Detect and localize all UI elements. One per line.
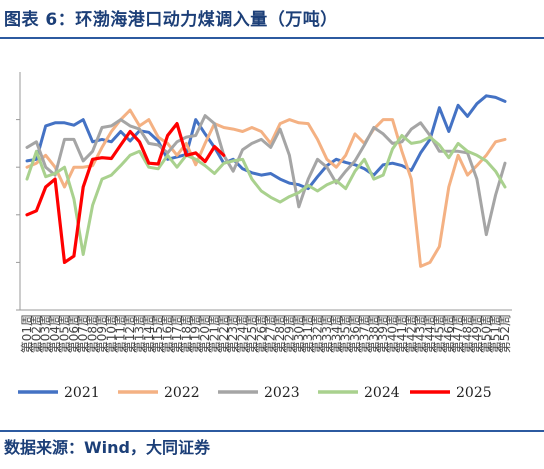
x-tick-label: 第45周 [432,314,446,353]
x-tick-label: 第52周 [498,314,512,353]
x-tick-label: 第16周 [161,314,175,353]
x-tick-label: 第20周 [198,314,212,353]
series-line-2025 [25,121,226,264]
x-tick-label: 第51周 [489,314,503,353]
chart-title: 图表 6：环渤海港口动力煤调入量（万吨） [4,10,338,30]
source-note: 数据来源：Wind，大同证券 [4,438,210,457]
series-line-2024 [25,134,507,256]
x-tick-label: 第09周 [95,314,109,353]
legend-label-2024: 2024 [364,385,400,401]
legend-label-2023: 2023 [264,385,300,401]
x-tick-label: 第15周 [151,314,165,353]
x-tick-label: 第46周 [442,314,456,353]
x-tick-label: 第05周 [57,314,71,353]
x-tick-label: 第14周 [142,314,156,353]
x-tick-label: 第22周 [217,314,231,353]
x-tick-label: 第36周 [348,314,362,353]
x-tick-label: 第48周 [461,314,475,353]
x-tick-label: 第26周 [254,314,268,353]
x-tick-label: 第37周 [357,314,371,353]
x-tick-label: 第35周 [339,314,353,353]
x-tick-label: 第03周 [39,314,53,353]
line-chart: 第01周第02周第03周第04周第05周第06周第07周第08周第09周第10周… [16,72,512,401]
x-tick-label: 第43周 [414,314,428,353]
x-tick-label: 第04周 [48,314,62,353]
x-tick-label: 第42周 [404,314,418,353]
x-tick-label: 第31周 [301,314,315,353]
x-tick-label: 第32周 [311,314,325,353]
x-tick-label: 第39周 [376,314,390,353]
source-rule [0,430,544,432]
x-tick-label: 第25周 [245,314,259,353]
x-tick-label: 第40周 [386,314,400,353]
legend-label-2025: 2025 [456,385,492,401]
legend-label-2022: 2022 [164,385,200,401]
x-tick-label: 第27周 [264,314,278,353]
x-tick-label: 第10周 [104,314,118,353]
x-tick-label: 第18周 [179,314,193,353]
x-tick-label: 第34周 [329,314,343,353]
x-tick-label: 第07周 [76,314,90,353]
x-tick-label: 第44周 [423,314,437,353]
x-tick-label: 第01周 [20,314,34,353]
x-tick-label: 第29周 [282,314,296,353]
x-tick-label: 第06周 [67,314,81,353]
x-tick-label: 第12周 [123,314,137,353]
x-tick-label: 第23周 [226,314,240,353]
legend-label-2021: 2021 [64,385,100,401]
x-tick-label: 第08周 [86,314,100,353]
x-tick-label: 第11周 [114,314,128,353]
title-rule [0,37,544,39]
x-tick-label: 第33周 [320,314,334,353]
x-tick-label: 第21周 [207,314,221,353]
x-tick-label: 第38周 [367,314,381,353]
x-tick-label: 第30周 [292,314,306,353]
x-tick-label: 第02周 [29,314,43,353]
x-tick-label: 第19周 [189,314,203,353]
x-tick-label: 第13周 [132,314,146,353]
series-line-2022 [25,108,507,268]
x-tick-label: 第41周 [395,314,409,353]
x-tick-label: 第50周 [479,314,493,353]
series-line-2023 [25,114,507,237]
x-tick-label: 第17周 [170,314,184,353]
x-tick-label: 第47周 [451,314,465,353]
x-tick-label: 第28周 [273,314,287,353]
x-tick-label: 第24周 [236,314,250,353]
x-tick-label: 第49周 [470,314,484,353]
